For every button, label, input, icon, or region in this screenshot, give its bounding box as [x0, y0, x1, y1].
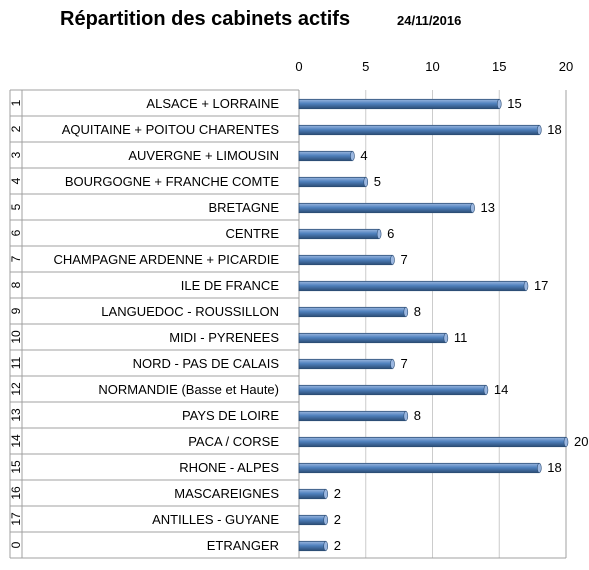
- bar-cap: [536, 463, 542, 473]
- data-label: 2: [334, 486, 341, 501]
- bar: [298, 228, 380, 240]
- bar: [298, 306, 407, 318]
- category-label: ALSACE + LORRAINE: [146, 96, 279, 111]
- data-label: 11: [454, 330, 468, 345]
- data-label: 18: [547, 460, 561, 475]
- row-number: 2: [9, 125, 23, 132]
- row-number: 4: [9, 177, 23, 184]
- bar-cap: [403, 411, 409, 421]
- data-label: 2: [334, 512, 341, 527]
- row-number: 13: [9, 408, 23, 422]
- bar-cap: [363, 177, 369, 187]
- bar: [298, 436, 567, 448]
- bar: [298, 410, 407, 422]
- bar: [298, 280, 527, 292]
- data-label: 6: [387, 226, 394, 241]
- bar: [298, 332, 447, 344]
- category-label: BOURGOGNE + FRANCHE COMTE: [65, 174, 279, 189]
- plot-area: 0 5 10 15 201 ALSACE + LORRAINE 152 AQUITAINE +…: [9, 59, 588, 559]
- bar-cap: [390, 359, 395, 369]
- bar-cap: [323, 489, 329, 499]
- bar-cap: [443, 333, 449, 343]
- category-label: ILE DE FRANCE: [181, 278, 280, 293]
- data-label: 18: [547, 122, 561, 137]
- bar: [298, 358, 393, 370]
- category-label: ETRANGER: [207, 538, 279, 553]
- x-tick-label: 20: [559, 59, 573, 74]
- bar-cap: [496, 99, 502, 109]
- row-number: 1: [9, 99, 23, 106]
- bar: [298, 254, 393, 266]
- data-label: 8: [414, 304, 421, 319]
- data-label: 20: [574, 434, 588, 449]
- data-label: 7: [400, 356, 407, 371]
- category-label: RHONE - ALPES: [179, 460, 279, 475]
- bar-cap: [390, 255, 395, 265]
- x-tick-label: 15: [492, 59, 506, 74]
- bar-cap: [323, 515, 329, 525]
- data-label: 13: [481, 200, 495, 215]
- data-label: 17: [534, 278, 548, 293]
- bar-cap: [323, 541, 329, 551]
- chart-title: Répartition des cabinets actifs: [60, 8, 350, 30]
- category-label: CHAMPAGNE ARDENNE + PICARDIE: [53, 252, 279, 267]
- category-label: PACA / CORSE: [188, 434, 279, 449]
- row-number: 14: [9, 434, 23, 448]
- row-number: 8: [9, 281, 23, 288]
- bar-cap: [563, 437, 569, 447]
- x-tick-label: 5: [362, 59, 369, 74]
- row-number: 10: [9, 330, 23, 344]
- bar: [298, 98, 500, 110]
- bar-cap: [536, 125, 542, 135]
- category-label: CENTRE: [226, 226, 280, 241]
- category-label: AUVERGNE + LIMOUSIN: [128, 148, 279, 163]
- bar: [298, 202, 473, 214]
- bar: [298, 150, 353, 162]
- row-number: 7: [9, 255, 23, 262]
- category-label: BRETAGNE: [208, 200, 279, 215]
- data-label: 5: [374, 174, 381, 189]
- bar-cap: [483, 385, 489, 395]
- row-number: 5: [9, 203, 23, 210]
- category-label: AQUITAINE + POITOU CHARENTES: [62, 122, 280, 137]
- data-label: 8: [414, 408, 421, 423]
- row-number: 6: [9, 229, 23, 236]
- bar-cap: [376, 229, 382, 239]
- data-label: 15: [507, 96, 521, 111]
- bar: [298, 488, 327, 500]
- row-number: 9: [9, 307, 23, 314]
- category-label: MIDI - PYRENEES: [169, 330, 279, 345]
- category-label: NORMANDIE (Basse et Haute): [98, 382, 279, 397]
- category-label: PAYS DE LOIRE: [182, 408, 279, 423]
- bar: [298, 540, 327, 552]
- data-label: 14: [494, 382, 508, 397]
- category-label: MASCAREIGNES: [174, 486, 279, 501]
- row-number: 17: [9, 512, 23, 526]
- bar-cap: [523, 281, 529, 291]
- row-number: 11: [9, 356, 23, 369]
- bar: [298, 176, 367, 188]
- data-label: 7: [400, 252, 407, 267]
- row-number: 15: [9, 460, 23, 474]
- row-number: 16: [9, 486, 23, 500]
- chart-subtitle: 24/11/2016: [397, 13, 461, 28]
- bar-cap: [350, 151, 355, 161]
- category-label: ANTILLES - GUYANE: [152, 512, 279, 527]
- bar: [298, 514, 327, 526]
- category-label: LANGUEDOC - ROUSSILLON: [101, 304, 279, 319]
- bar: [298, 462, 540, 474]
- row-number: 12: [9, 382, 23, 396]
- data-label: 2: [334, 538, 341, 553]
- category-label: NORD - PAS DE CALAIS: [133, 356, 280, 371]
- x-tick-label: 10: [425, 59, 439, 74]
- x-tick-label: 0: [295, 59, 302, 74]
- bar-cap: [403, 307, 409, 317]
- data-label: 4: [360, 148, 367, 163]
- row-number: 3: [9, 151, 23, 158]
- bar-cap: [470, 203, 475, 213]
- row-number: 0: [9, 541, 23, 548]
- bar: [298, 124, 540, 136]
- bar: [298, 384, 487, 396]
